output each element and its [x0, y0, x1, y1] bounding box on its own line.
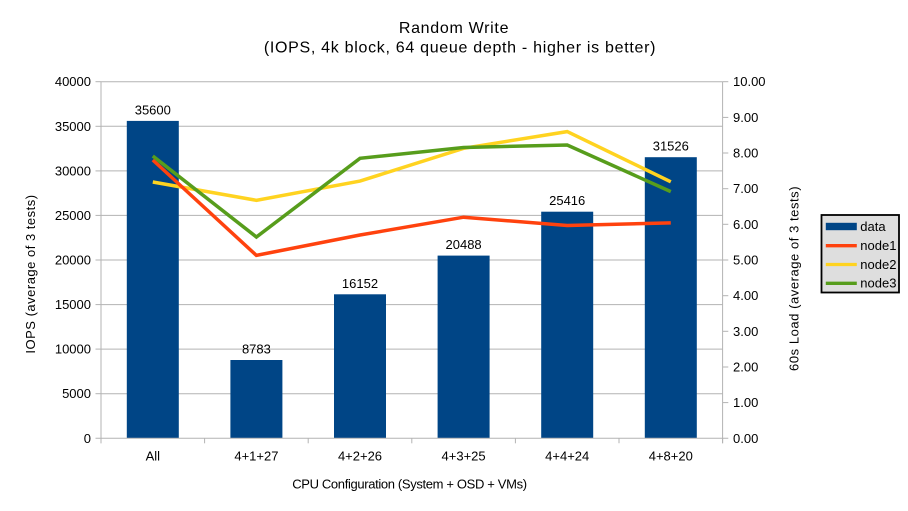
- svg-text:data: data: [860, 219, 886, 234]
- svg-text:CPU Configuration (System + OS: CPU Configuration (System + OSD + VMs): [292, 477, 527, 492]
- svg-text:7.00: 7.00: [733, 181, 758, 196]
- svg-text:35000: 35000: [55, 119, 91, 134]
- svg-text:35600: 35600: [135, 102, 171, 117]
- svg-text:2.00: 2.00: [733, 360, 758, 375]
- svg-text:Random Write: Random Write: [399, 20, 509, 37]
- svg-text:node1: node1: [860, 238, 896, 253]
- svg-text:4+1+27: 4+1+27: [234, 448, 278, 463]
- svg-text:1.00: 1.00: [733, 395, 758, 410]
- svg-text:IOPS (average of 3 tests): IOPS (average of 3 tests): [23, 194, 38, 353]
- svg-text:20488: 20488: [446, 237, 482, 252]
- svg-text:5000: 5000: [62, 386, 91, 401]
- svg-text:10000: 10000: [55, 342, 91, 357]
- svg-text:30000: 30000: [55, 163, 91, 178]
- svg-text:8.00: 8.00: [733, 146, 758, 161]
- svg-text:(IOPS, 4k block, 64 queue dept: (IOPS, 4k block, 64 queue depth - higher…: [264, 40, 656, 57]
- svg-text:0: 0: [84, 431, 91, 446]
- svg-text:31526: 31526: [653, 139, 689, 154]
- svg-text:node2: node2: [860, 257, 896, 272]
- svg-text:node3: node3: [860, 276, 896, 291]
- svg-text:6.00: 6.00: [733, 217, 758, 232]
- svg-text:4.00: 4.00: [733, 288, 758, 303]
- svg-text:60s Load (average of 3 tests): 60s Load (average of 3 tests): [787, 186, 802, 371]
- svg-text:25416: 25416: [549, 193, 585, 208]
- svg-text:8783: 8783: [242, 342, 271, 357]
- svg-text:3.00: 3.00: [733, 324, 758, 339]
- svg-text:15000: 15000: [55, 297, 91, 312]
- svg-text:25000: 25000: [55, 208, 91, 223]
- svg-text:16152: 16152: [342, 276, 378, 291]
- svg-text:10.00: 10.00: [733, 74, 766, 89]
- svg-text:4+8+20: 4+8+20: [649, 448, 693, 463]
- svg-text:40000: 40000: [55, 74, 91, 89]
- svg-text:4+3+25: 4+3+25: [442, 448, 486, 463]
- svg-text:0.00: 0.00: [733, 431, 758, 446]
- svg-text:20000: 20000: [55, 253, 91, 268]
- svg-text:4+2+26: 4+2+26: [338, 448, 382, 463]
- svg-text:5.00: 5.00: [733, 253, 758, 268]
- svg-text:4+4+24: 4+4+24: [545, 448, 589, 463]
- svg-text:9.00: 9.00: [733, 110, 758, 125]
- svg-text:All: All: [146, 448, 161, 463]
